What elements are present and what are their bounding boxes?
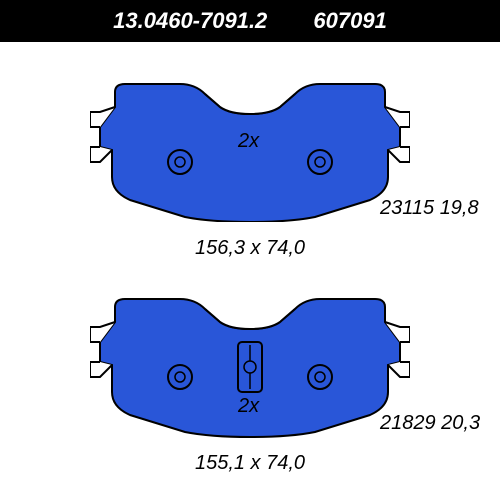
diagram-area: 2x 156,3 x 74,0 23115 19,8 2x 155,1 x 74… [0,42,500,492]
header-bar: 13.0460-7091.2 607091 [0,0,500,42]
brake-pad-lower: 2x [90,287,410,442]
pad1-quantity: 2x [238,130,259,153]
pad2-quantity: 2x [238,395,259,418]
brake-pad-upper: 2x [90,72,410,222]
pad2-svg [90,287,410,442]
pad1-dimensions: 156,3 x 74,0 [150,237,350,260]
header-code: 607091 [313,8,386,33]
pad2-dimensions: 155,1 x 74,0 [150,452,350,475]
part-number: 13.0460-7091.2 [113,8,267,33]
pad2-ref-code: 21829 20,3 [380,412,480,435]
pad1-ref-code: 23115 19,8 [380,197,479,220]
